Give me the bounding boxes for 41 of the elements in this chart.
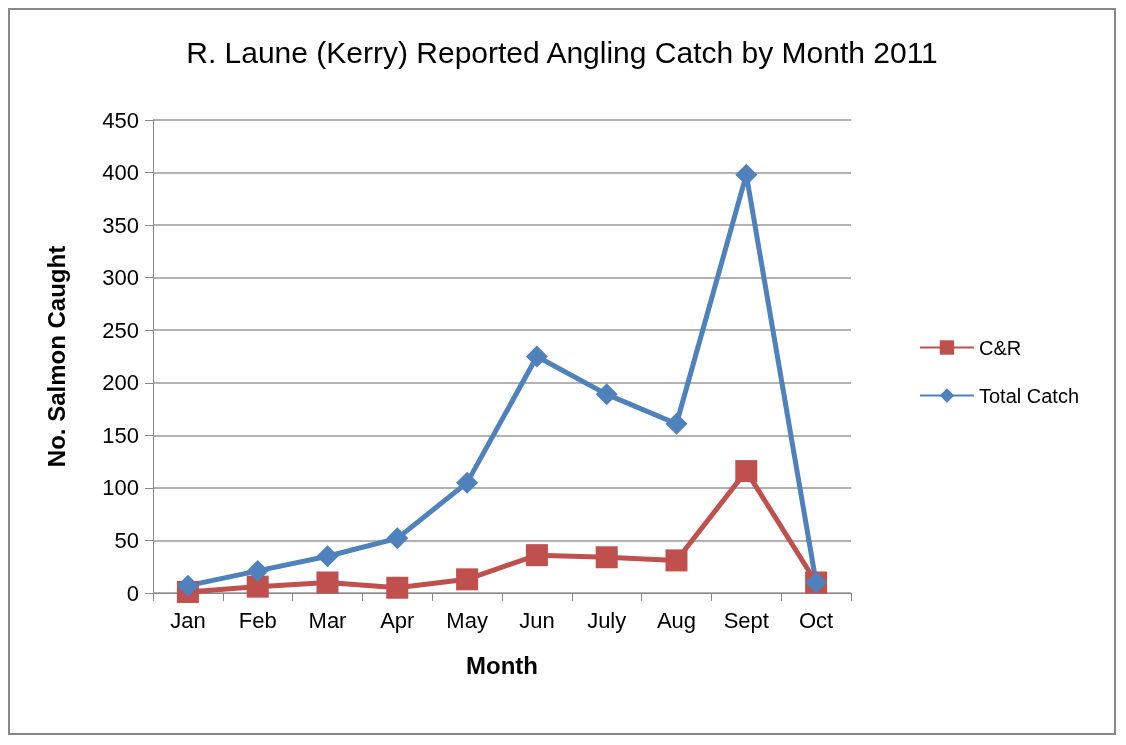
point bbox=[456, 471, 479, 494]
x-tick-label: Apr bbox=[380, 607, 415, 633]
point bbox=[735, 460, 758, 483]
y-tick-label: 200 bbox=[102, 370, 139, 396]
x-axis-title: Month bbox=[466, 651, 538, 679]
point bbox=[386, 576, 409, 599]
point bbox=[525, 544, 548, 567]
y-tick-label: 350 bbox=[102, 212, 139, 238]
x-tick-label: May bbox=[446, 607, 488, 633]
x-tick-label: Jan bbox=[170, 607, 206, 633]
x-tick-label: Jun bbox=[519, 607, 555, 633]
x-tick-label: Aug bbox=[656, 607, 697, 633]
y-tick-label: 450 bbox=[102, 107, 139, 133]
point bbox=[386, 527, 409, 550]
y-tick-label: 0 bbox=[126, 580, 139, 606]
point bbox=[176, 574, 199, 597]
point bbox=[456, 568, 479, 591]
point bbox=[595, 383, 618, 406]
y-tick-label: 150 bbox=[102, 422, 139, 448]
x-tick-label: Feb bbox=[238, 607, 277, 633]
y-tick-label: 400 bbox=[102, 160, 139, 186]
chart-title: R. Laune (Kerry) Reported Angling Catch by Month 2011 bbox=[186, 35, 938, 69]
y-tick-label: 300 bbox=[102, 265, 139, 291]
point bbox=[246, 559, 269, 582]
point bbox=[316, 571, 339, 594]
point bbox=[246, 575, 269, 598]
y-axis-title: No. Salmon Caught bbox=[42, 245, 70, 468]
legend-label: Total Catch bbox=[978, 384, 1080, 407]
point bbox=[525, 345, 548, 368]
x-tick-label: Mar bbox=[308, 607, 347, 633]
y-tick-label: 50 bbox=[114, 527, 139, 553]
x-tick-label: Oct bbox=[798, 607, 834, 633]
x-tick-label: July bbox=[587, 607, 627, 633]
legend-label: C&R bbox=[978, 336, 1022, 359]
point bbox=[316, 545, 339, 568]
point bbox=[665, 412, 688, 435]
point bbox=[595, 546, 618, 569]
y-tick-label: 250 bbox=[102, 317, 139, 343]
x-tick-label: Sept bbox=[723, 607, 769, 633]
point bbox=[665, 549, 688, 572]
y-tick-label: 100 bbox=[102, 475, 139, 501]
